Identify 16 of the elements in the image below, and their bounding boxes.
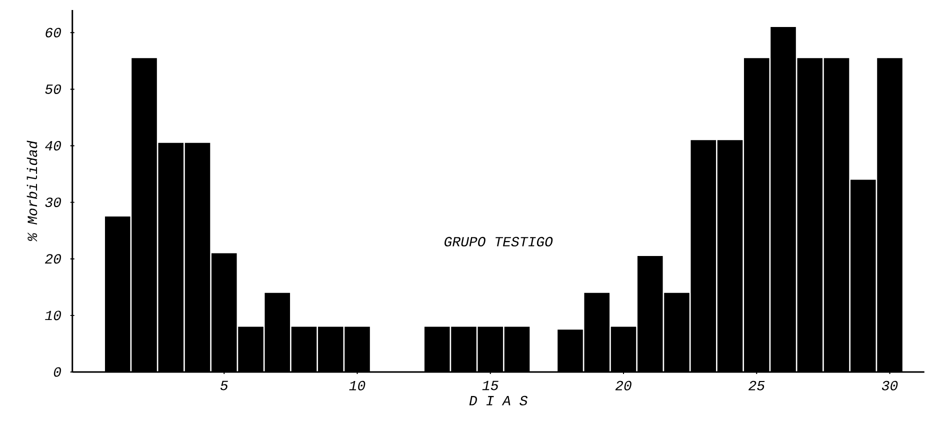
x-tick-label: 10 <box>349 380 366 390</box>
x-tick-label: 5 <box>220 380 228 390</box>
y-tick-label: 50 <box>45 84 62 94</box>
y-tick-label: 60 <box>46 28 62 38</box>
annotation: GRUPO TESTIGO <box>444 236 553 246</box>
y-tick-label: 20 <box>44 254 62 264</box>
x-tick-label: 20 <box>615 380 632 390</box>
x-tick-label: 25 <box>748 380 765 390</box>
y-tick-label: 40 <box>45 141 62 151</box>
x-axis-title: D I A S <box>469 396 528 406</box>
y-axis-title: % Morbilidad <box>26 140 38 242</box>
x-tick-label: 15 <box>482 380 498 390</box>
y-tick-label: 10 <box>45 310 62 320</box>
y-tick-label: 0 <box>54 367 62 377</box>
x-tick-label: 30 <box>882 380 898 390</box>
y-tick-label: 30 <box>45 198 62 208</box>
